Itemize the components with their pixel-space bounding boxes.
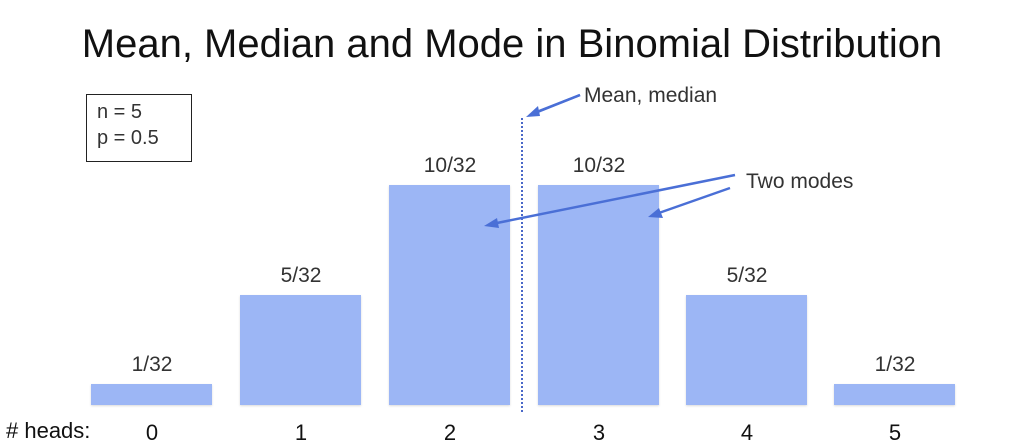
bar-5 [834,384,955,405]
annotation-mean-median: Mean, median [584,84,718,107]
bar-label-3: 10/32 [572,154,626,177]
annotation-two-modes: Two modes [746,170,854,193]
x-axis-label: # heads: [6,418,91,443]
bar-1 [240,295,361,405]
bar-4 [686,295,807,405]
arrow-mean-median-icon [529,93,581,117]
x-tick-4: 4 [740,420,754,445]
bar-label-5: 1/32 [874,353,916,376]
bar-label-0: 1/32 [131,353,173,376]
parameter-box: n = 5 p = 0.5 [86,94,192,162]
bar-0 [91,384,212,405]
param-p: p = 0.5 [97,127,159,149]
x-tick-5: 5 [888,420,902,445]
bar-label-4: 5/32 [726,264,768,287]
bar-label-1: 5/32 [280,264,322,287]
chart-title: Mean, Median and Mode in Binomial Distri… [81,22,943,66]
x-tick-3: 3 [592,420,606,445]
x-tick-0: 0 [145,420,159,445]
bar-3 [538,185,659,405]
bar-2 [389,185,510,405]
x-tick-1: 1 [294,420,308,445]
bar-label-2: 10/32 [423,154,477,177]
mean-median-line [521,118,523,412]
param-n: n = 5 [97,101,143,123]
x-tick-2: 2 [443,420,457,445]
